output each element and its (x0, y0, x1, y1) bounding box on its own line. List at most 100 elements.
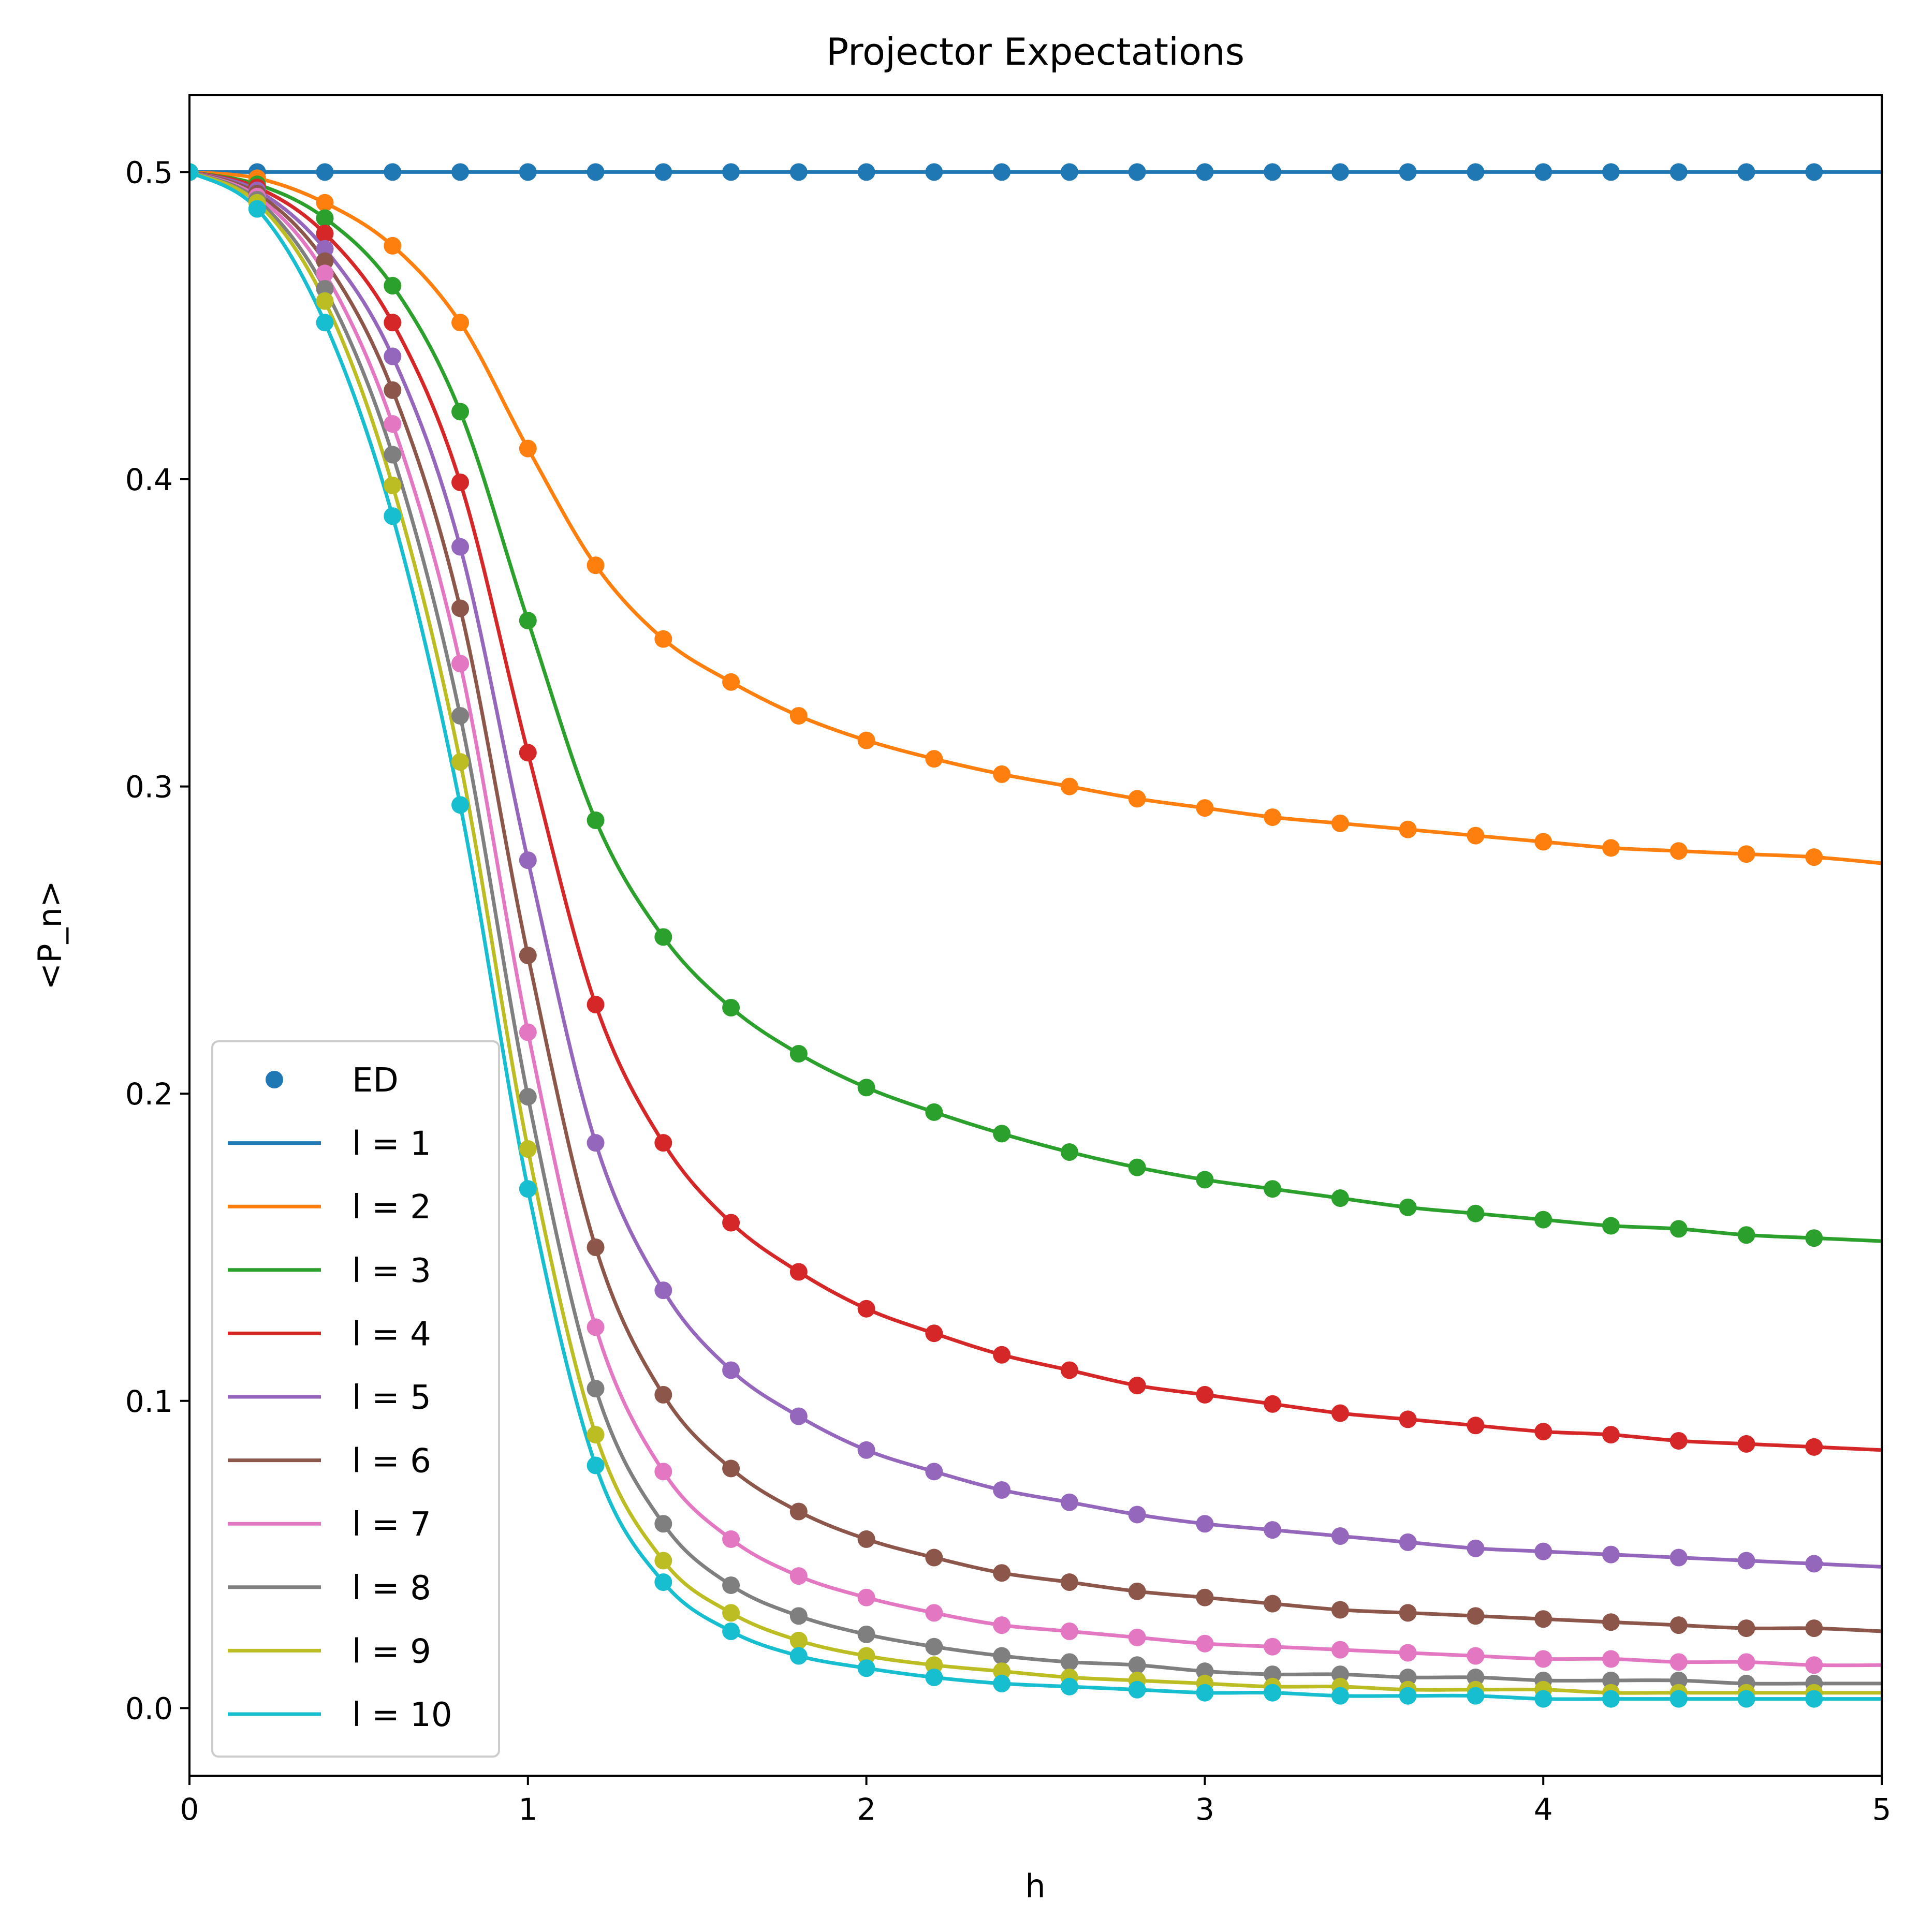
ed-point (1669, 1690, 1688, 1708)
legend-box (211, 1040, 500, 1758)
ed-point (1467, 163, 1485, 181)
ed-point (384, 507, 402, 525)
ed-point (519, 1180, 537, 1198)
ed-point (1534, 163, 1552, 181)
ed-point (587, 1318, 605, 1336)
ed-point (1467, 1204, 1485, 1222)
ed-point (857, 1530, 875, 1548)
ed-point (789, 1407, 808, 1425)
ed-point (1602, 163, 1620, 181)
ed-point (1331, 163, 1349, 181)
ed-point (857, 1625, 875, 1643)
ed-point (1060, 163, 1078, 181)
ed-point (1060, 1143, 1078, 1161)
ed-point (1805, 1656, 1823, 1674)
ed-point (1669, 1548, 1688, 1567)
ed-point (189, 163, 198, 181)
ed-point (722, 163, 740, 181)
ed-point (1737, 1619, 1755, 1638)
ed-point (1060, 1493, 1078, 1511)
ed-point (316, 240, 334, 258)
ed-point (1534, 1690, 1552, 1708)
ed-point (316, 194, 334, 212)
ed-point (1669, 163, 1688, 181)
chart-title: Projector Expectations (826, 30, 1244, 73)
ed-point (451, 796, 470, 814)
legend-label: l = 5 (352, 1379, 431, 1417)
ed-point (857, 1300, 875, 1318)
y-tick-label: 0.4 (125, 462, 173, 497)
x-tick-label: 2 (857, 1792, 876, 1827)
ed-point (925, 1548, 943, 1567)
ed-point (993, 1346, 1011, 1364)
ed-point (1737, 163, 1755, 181)
ed-point (925, 1103, 943, 1121)
ed-point (722, 1530, 740, 1548)
series-line-5 (189, 170, 1882, 1569)
ed-point (993, 1481, 1011, 1499)
ed-point (1128, 790, 1146, 808)
ed-point (316, 279, 334, 298)
ed-point (925, 1638, 943, 1656)
ed-point (587, 556, 605, 574)
ed-point (519, 439, 537, 458)
ed-point (722, 1623, 740, 1641)
ed-point (925, 1463, 943, 1481)
ed-point (1669, 1432, 1688, 1450)
ed-point (1669, 1671, 1688, 1689)
ed-point (1467, 1669, 1485, 1687)
ed-point (1467, 1417, 1485, 1435)
plot-frame (188, 94, 1883, 1777)
y-tick-label: 0.5 (125, 155, 173, 190)
ed-point (1602, 1217, 1620, 1235)
ed-point (1196, 1385, 1214, 1404)
ed-point (519, 947, 537, 965)
ed-point (654, 163, 672, 181)
ed-point (1196, 1515, 1214, 1533)
ed-point (789, 1567, 808, 1585)
ed-point (1602, 1613, 1620, 1631)
ed-point (722, 1459, 740, 1478)
ed-point (1399, 820, 1417, 838)
ed-point (451, 473, 470, 491)
ed-point (519, 744, 537, 762)
ed-point (789, 1502, 808, 1521)
ed-point (519, 612, 537, 630)
ed-point (1669, 1616, 1688, 1634)
ed-point (925, 1324, 943, 1343)
ed-point (1128, 1582, 1146, 1600)
ed-point (789, 1263, 808, 1281)
ed-point (722, 1604, 740, 1622)
ed-point (384, 277, 402, 295)
legend-label-ed: ED (352, 1061, 399, 1100)
ed-point (1467, 1647, 1485, 1665)
ed-point (384, 476, 402, 494)
ed-point (1196, 1171, 1214, 1189)
ed-point (993, 765, 1011, 783)
ed-point (1128, 1656, 1146, 1674)
x-tick-label: 5 (1872, 1792, 1892, 1827)
ed-point (722, 998, 740, 1016)
ed-point (1128, 1506, 1146, 1524)
ed-point (993, 1616, 1011, 1634)
legend-label: l = 10 (352, 1696, 452, 1734)
ed-point (925, 163, 943, 181)
ed-point (925, 750, 943, 768)
ed-point (1467, 1539, 1485, 1557)
ed-point (789, 707, 808, 725)
ed-point (316, 252, 334, 270)
ed-point (1602, 839, 1620, 857)
ed-point (316, 225, 334, 243)
ed-point (451, 163, 470, 181)
x-axis-label: h (1025, 1867, 1045, 1905)
ed-point (451, 753, 470, 771)
ed-point (451, 538, 470, 556)
ed-point (722, 1214, 740, 1232)
ed-point (857, 1647, 875, 1665)
ed-point (1805, 1619, 1823, 1638)
ed-point (1264, 163, 1282, 181)
ed-point (1805, 848, 1823, 866)
ed-point (1060, 777, 1078, 795)
ed-point (316, 163, 334, 181)
ed-point (1060, 1677, 1078, 1695)
